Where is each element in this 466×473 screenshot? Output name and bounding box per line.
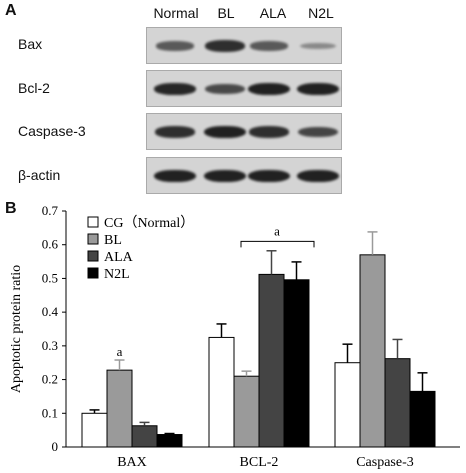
blot-strip-2 [146,70,342,107]
bar [156,434,183,448]
x-tick-label: BCL-2 [240,455,279,470]
panel-b-letter: B [5,200,17,217]
lane-label-bl: BL [217,5,235,21]
blot-band [154,82,196,96]
blot-band [249,41,289,51]
panel-a-letter: A [5,2,17,19]
bar [258,273,285,448]
legend-swatch [87,216,99,228]
legend-swatch [87,267,99,279]
lane-label-ala: ALA [259,5,287,21]
blot-strip-4 [146,157,342,194]
y-tick-label: 0 [52,439,59,454]
y-tick-label: 0.5 [42,270,58,285]
bar [409,390,436,448]
blot-band [154,169,196,183]
bar [283,279,310,448]
y-tick-label: 0.6 [42,237,59,252]
blot-band [297,82,339,96]
legend-label: BL [104,233,122,248]
bar [359,254,386,448]
blot-band [248,169,290,183]
blot-band [297,169,339,183]
blot-band [205,83,245,95]
y-tick-label: 0.4 [42,304,59,319]
bar [208,336,235,448]
blot-row-label-caspase3: Caspase-3 [18,123,86,139]
blot-band [300,42,336,50]
y-tick-label: 0.3 [42,338,58,353]
blot-band [155,41,195,51]
significance-bracket [240,240,315,248]
lane-label-n2l: N2L [308,5,334,21]
lane-label-normal: Normal [153,5,199,21]
significance-label: a [274,223,280,238]
blot-band [204,169,246,183]
y-axis-label: Apoptotic protein ratio [9,265,24,393]
blot-band [248,82,290,96]
blot-row-label-beta-actin: β-actin [18,167,61,183]
x-tick-label: Caspase-3 [356,455,414,470]
bar [106,369,133,448]
legend-label: ALA [104,250,134,265]
bar [81,412,108,448]
y-tick-label: 0.2 [42,372,58,387]
blot-strip-3 [146,113,342,150]
legend-label: N2L [104,267,130,282]
x-tick-label: BAX [117,455,147,470]
blot-band [298,126,338,138]
bar [384,358,411,448]
blot-band [204,125,246,139]
significance-label: a [117,344,123,359]
blot-row-label-bcl2: Bcl-2 [18,80,50,96]
y-tick-label: 0.1 [42,405,58,420]
legend-swatch [87,233,99,245]
bar [334,362,361,448]
blot-strip-1 [146,27,342,64]
bar [131,425,158,448]
bar [233,375,260,448]
y-tick-label: 0.7 [42,203,59,218]
legend-swatch [87,250,99,262]
blot-band [154,126,196,138]
legend-label: CG（Normal） [104,215,194,231]
blot-row-label-bax: Bax [18,36,43,52]
blot-band [204,40,246,52]
blot-band [248,126,290,138]
